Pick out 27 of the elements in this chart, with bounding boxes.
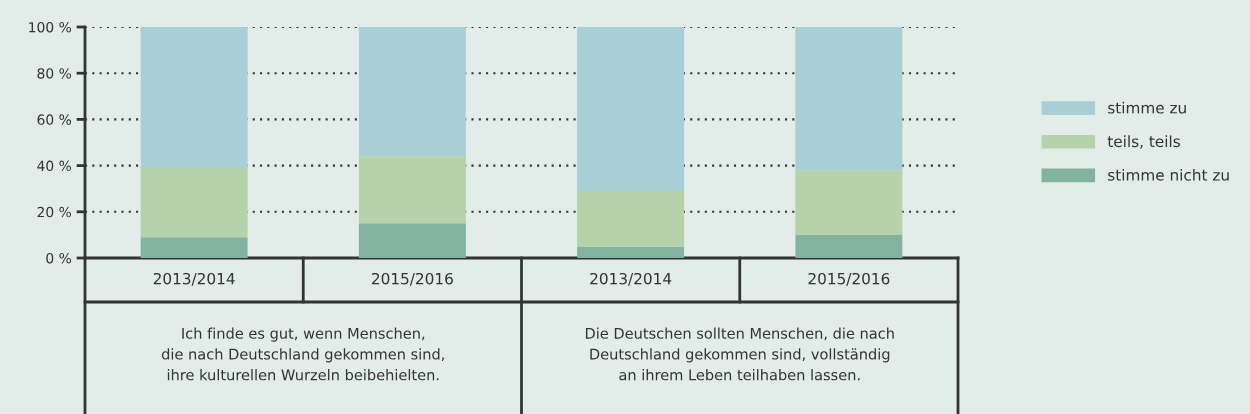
- y-tick-label: 20 %: [37, 206, 72, 218]
- bar: [358, 156, 466, 224]
- bar: [358, 27, 466, 157]
- legend-label: stimme nicht zu: [1108, 168, 1229, 181]
- bar: [358, 223, 466, 258]
- bar: [577, 246, 685, 258]
- y-tick-label: 100 %: [29, 21, 72, 33]
- x-tick-label: 2015/2016: [808, 272, 890, 286]
- bar: [140, 167, 248, 238]
- y-tick-label: 0 %: [46, 252, 72, 264]
- legend-label: teils, teils: [1107, 135, 1180, 149]
- bar: [577, 27, 685, 192]
- text: Ich finde es gut, wenn Menschen, die nach Deutschland gekommen sind, ihre kulturellen Wurzeln beibehielten.: [161, 327, 444, 381]
- text: Die Deutschen sollten Menschen, die nach Deutschland gekommen sind, vollständig an ihrem Leben teilhaben lassen.: [585, 327, 894, 381]
- bar: [795, 27, 903, 171]
- x-tick-label: 2013/2014: [153, 272, 235, 286]
- legend-label: stimme zu: [1108, 101, 1186, 114]
- y-tick-label: 80 %: [37, 68, 72, 79]
- bar: [795, 234, 903, 258]
- y-tick-label: 40 %: [37, 160, 72, 172]
- bar: [577, 191, 685, 247]
- bar: [140, 27, 248, 168]
- x-tick-label: 2015/2016: [372, 272, 453, 286]
- bar: [140, 237, 248, 258]
- y-tick-label: 60 %: [37, 114, 72, 125]
- bar: [795, 170, 903, 235]
- x-tick-label: 2013/2014: [590, 272, 672, 286]
